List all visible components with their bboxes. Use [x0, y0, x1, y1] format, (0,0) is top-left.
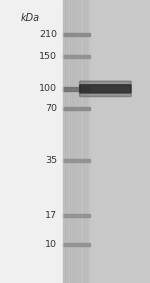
Bar	[130, 0, 133, 283]
Bar	[141, 0, 143, 283]
Bar	[74, 0, 76, 283]
Bar	[63, 243, 90, 246]
Bar	[111, 0, 113, 283]
Bar	[126, 0, 128, 283]
Bar	[63, 159, 90, 162]
Bar	[133, 0, 135, 283]
Bar	[113, 0, 115, 283]
Bar	[109, 0, 111, 283]
Bar	[137, 0, 139, 283]
Text: 150: 150	[39, 52, 57, 61]
Bar	[100, 0, 102, 283]
Bar	[76, 0, 78, 283]
Bar	[91, 0, 93, 283]
Bar	[144, 0, 146, 283]
Bar	[72, 0, 74, 283]
Text: 17: 17	[45, 211, 57, 220]
Bar	[115, 0, 117, 283]
Bar	[117, 0, 120, 283]
Bar	[63, 214, 90, 217]
FancyBboxPatch shape	[80, 85, 131, 93]
Bar	[93, 0, 96, 283]
Bar	[120, 0, 122, 283]
Bar	[63, 0, 150, 283]
Bar	[83, 0, 85, 283]
Bar	[148, 0, 150, 283]
Bar	[63, 0, 65, 283]
Bar	[63, 33, 90, 36]
Bar	[139, 0, 141, 283]
Bar	[87, 0, 89, 283]
Bar	[85, 0, 87, 283]
Bar	[63, 87, 90, 91]
Bar	[102, 0, 104, 283]
FancyBboxPatch shape	[80, 81, 131, 97]
Bar	[98, 0, 100, 283]
Bar	[96, 0, 98, 283]
Text: 210: 210	[39, 30, 57, 39]
Bar	[78, 0, 80, 283]
Bar	[67, 0, 70, 283]
Bar	[80, 0, 83, 283]
Bar	[135, 0, 137, 283]
Bar	[146, 0, 148, 283]
Bar	[63, 107, 90, 110]
Bar	[0, 0, 63, 283]
Bar	[63, 55, 90, 58]
Text: 10: 10	[45, 240, 57, 249]
Bar	[106, 0, 109, 283]
Text: 100: 100	[39, 84, 57, 93]
Text: 70: 70	[45, 104, 57, 113]
Bar	[104, 0, 106, 283]
Bar	[128, 0, 130, 283]
Bar	[65, 0, 67, 283]
Bar	[124, 0, 126, 283]
Text: 35: 35	[45, 156, 57, 165]
Bar	[122, 0, 124, 283]
Text: kDa: kDa	[20, 13, 40, 23]
Bar	[89, 0, 91, 283]
Bar	[69, 0, 72, 283]
